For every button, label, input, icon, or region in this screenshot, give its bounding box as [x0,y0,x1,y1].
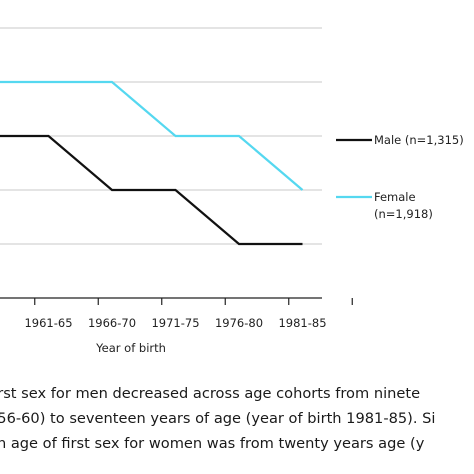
series-line [0,134,303,246]
legend-label: Female [374,190,416,204]
x-axis-title: Year of birth [95,341,166,355]
series-lines [0,80,304,246]
x-tick-label: 1961-65 [24,316,72,330]
caption-line: first sex for men decreased across age c… [0,385,421,402]
x-axis: 1961-65 1966-70 1971-75 1976-80 1981-85 Year … [0,297,353,355]
x-tick-label: 1971-75 [151,316,199,330]
legend-label: Male (n=1,315) [374,133,464,147]
legend-label: (n=1,918) [374,207,433,221]
x-tick-label: 1981-85 [278,316,326,330]
x-tick-label: 1976-80 [215,316,263,330]
x-tick-label: 1966-70 [88,316,136,330]
caption-line: 956-60) to seventeen years of age (year … [0,410,436,427]
series-line [0,80,304,191]
caption-line: an age of first sex for women was from t… [0,435,425,452]
legend: Male (n=1,315) Female (n=1,918) [336,133,464,221]
figure-caption: first sex for men decreased across age c… [0,381,474,456]
